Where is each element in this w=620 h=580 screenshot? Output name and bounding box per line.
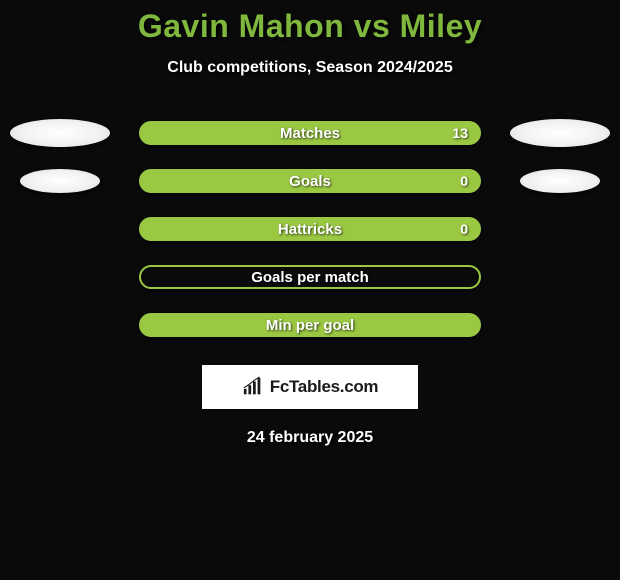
stat-label: Hattricks: [278, 221, 342, 238]
stat-bar: Goals 0: [139, 169, 481, 193]
stat-row-matches: Matches 13: [0, 121, 620, 145]
stat-bar: Goals per match: [139, 265, 481, 289]
stat-label: Goals per match: [251, 269, 369, 286]
stat-label: Matches: [280, 125, 340, 142]
stat-value: 0: [460, 173, 468, 189]
bar-chart-icon: [242, 376, 264, 398]
stat-value: 13: [452, 125, 468, 141]
stat-row-min-per-goal: Min per goal: [0, 313, 620, 337]
stat-label: Min per goal: [266, 317, 354, 334]
page-title: Gavin Mahon vs Miley: [138, 8, 482, 45]
stat-row-goals-per-match: Goals per match: [0, 265, 620, 289]
stat-value: 0: [460, 221, 468, 237]
stat-row-hattricks: Hattricks 0: [0, 217, 620, 241]
stat-bar: Matches 13: [139, 121, 481, 145]
ellipse-left: [10, 119, 110, 147]
ellipse-right: [520, 169, 600, 193]
subtitle: Club competitions, Season 2024/2025: [167, 59, 452, 77]
stat-rows: Matches 13 Goals 0 Hattricks 0 Goals per…: [0, 121, 620, 337]
logo-badge: FcTables.com: [202, 365, 418, 409]
stat-bar: Min per goal: [139, 313, 481, 337]
date-text: 24 february 2025: [247, 429, 373, 447]
ellipse-left: [20, 169, 100, 193]
ellipse-right: [510, 119, 610, 147]
logo-text: FcTables.com: [270, 377, 379, 397]
stat-bar: Hattricks 0: [139, 217, 481, 241]
stat-row-goals: Goals 0: [0, 169, 620, 193]
stat-label: Goals: [289, 173, 331, 190]
